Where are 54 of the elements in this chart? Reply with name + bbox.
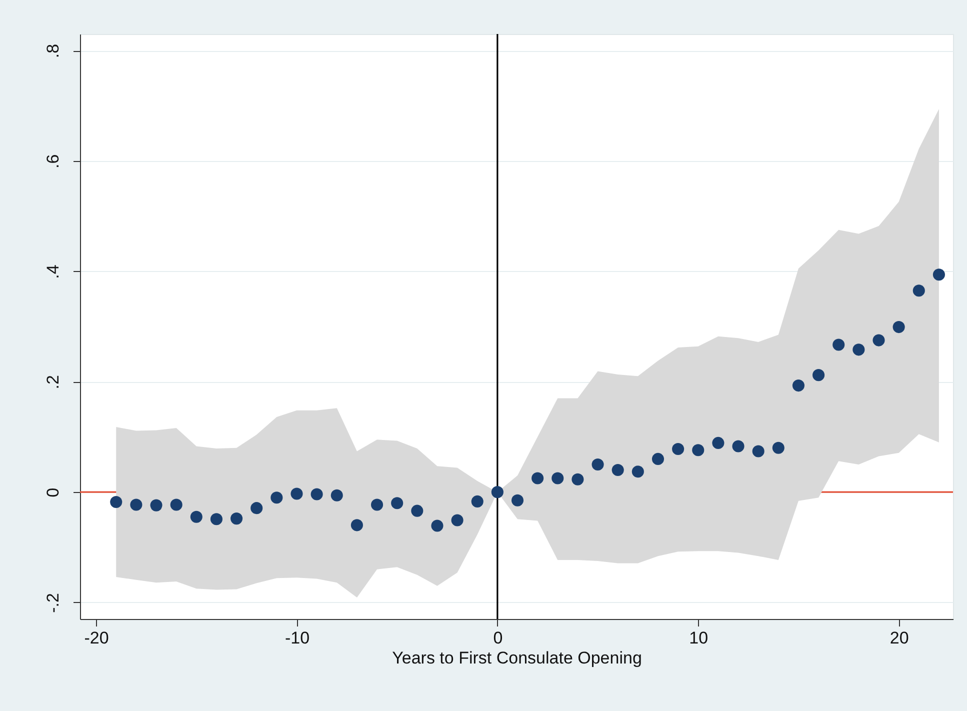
point [812,369,825,382]
point [170,498,182,511]
point [310,488,323,500]
y-tick-label: 0 [44,488,62,498]
point [110,496,122,508]
point [612,464,624,476]
point [190,510,202,523]
x-tick-label: 20 [890,628,909,648]
point [250,502,263,514]
point [130,498,142,511]
point [752,445,764,458]
point [592,458,604,470]
x-tick-label: -20 [84,628,109,648]
x-axis-title: Years to First Consulate Opening [392,648,642,668]
point [391,497,404,510]
point [892,321,905,334]
point [150,499,162,512]
point [451,514,464,526]
point [330,489,343,502]
point [932,268,945,281]
point [632,466,644,478]
y-tick-label: .2 [44,375,62,390]
point [270,492,283,504]
point [652,452,664,465]
point [532,472,544,484]
point [230,512,243,525]
x-tick-label: 0 [493,628,503,648]
x-tick-label: 10 [689,628,708,648]
y-tick-label: -.2 [44,593,62,613]
point [692,444,704,456]
point [411,504,424,517]
point [491,486,504,498]
y-tick-label: .6 [44,154,62,169]
point [371,498,384,511]
point [712,436,724,449]
point [350,519,363,532]
point [792,380,804,392]
point [511,494,524,506]
point [872,334,885,346]
point [431,520,444,532]
point [210,513,222,526]
point [732,440,744,452]
y-tick-label: .8 [44,44,62,58]
point [832,338,845,351]
point [672,443,684,456]
point [852,344,865,356]
point [290,488,303,500]
x-tick-label: -10 [284,628,310,648]
y-tick-label: .4 [44,264,62,279]
point [572,473,584,486]
point [471,495,484,508]
point [772,442,784,454]
point [912,284,925,297]
point [552,472,564,484]
